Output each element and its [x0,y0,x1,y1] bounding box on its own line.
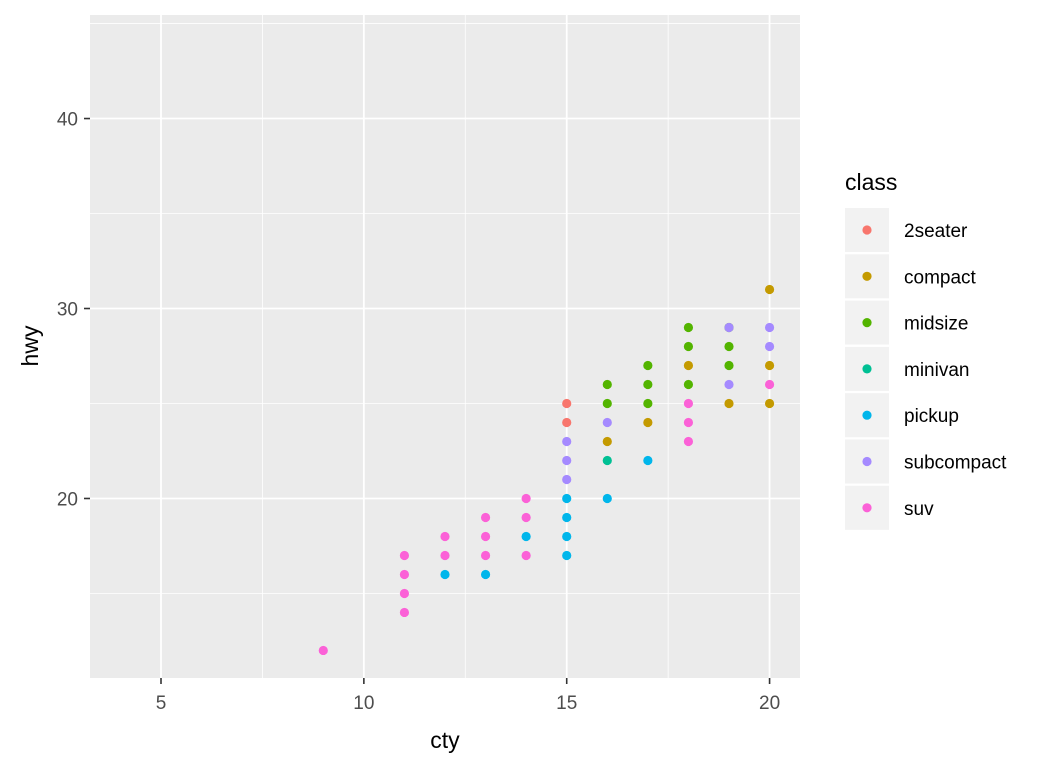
data-point-subcompact [764,322,775,333]
legend-label-subcompact: subcompact [904,453,1007,474]
legend-swatch-2seater [862,225,872,235]
data-point-suv [521,512,531,523]
data-point-subcompact [724,322,734,333]
data-point-pickup [562,512,572,523]
legend-label-suv: suv [904,499,934,520]
data-point-minivan [602,455,612,466]
data-point-suv [318,645,328,656]
y-tick-label: 20 [57,489,78,510]
data-point-pickup [562,550,572,561]
data-point-subcompact [602,417,612,428]
data-point-midsize [643,379,653,390]
data-point-suv [399,588,410,599]
data-point-compact [764,398,775,409]
legend-swatch-suv [862,503,872,513]
x-axis-ticks: 5 10 15 20 [156,678,780,714]
data-point-compact [602,436,612,447]
data-point-suv [683,417,694,428]
data-point-midsize [602,379,612,390]
legend-label-2seater: 2seater [904,221,968,242]
data-point-suv [521,550,531,561]
y-axis-ticks: 20 30 40 [57,110,90,510]
legend-swatch-subcompact [862,456,872,467]
legend-title: class [845,169,897,195]
legend-label-compact: compact [904,267,977,288]
legend-swatch-compact [862,271,872,281]
data-point-pickup [480,569,491,580]
data-point-midsize [683,379,694,390]
data-point-compact [643,417,653,428]
data-point-midsize [643,360,653,371]
data-point-midsize [683,322,694,333]
data-point-suv [399,569,410,580]
data-point-suv [683,398,694,409]
data-point-compact [764,284,775,295]
data-point-2seater [562,417,572,428]
data-point-pickup [521,531,531,542]
data-point-pickup [440,569,450,580]
minor-gridlines [90,15,800,678]
data-point-midsize [724,341,734,352]
data-point-midsize [683,341,694,352]
legend-label-midsize: midsize [904,314,968,335]
data-point-pickup [562,493,572,504]
x-tick-label: 15 [556,693,577,714]
legend-label-minivan: minivan [904,360,969,381]
data-point-suv [440,550,450,561]
data-point-subcompact [562,455,572,466]
x-tick-label: 10 [353,693,374,714]
y-tick-label: 30 [57,300,78,321]
data-point-subcompact [764,341,775,352]
x-tick-label: 5 [156,693,167,714]
legend-swatch-midsize [862,318,872,328]
data-point-midsize [643,398,653,409]
data-point-pickup [562,531,572,542]
data-point-suv [683,436,694,447]
data-point-compact [764,360,775,371]
data-point-midsize [602,398,612,409]
legend-label-pickup: pickup [904,406,959,427]
data-point-2seater [562,398,572,409]
legend-swatch-pickup [862,410,872,420]
data-point-suv [764,379,775,390]
y-axis-title: hwy [17,325,43,366]
data-point-midsize [724,360,734,371]
data-point-pickup [643,455,653,466]
data-point-suv [399,607,410,618]
legend-swatch-minivan [862,364,872,374]
data-point-suv [399,550,410,561]
plot-panel [90,15,800,678]
data-point-compact [724,398,734,409]
data-point-subcompact [724,379,734,390]
x-tick-label: 20 [759,693,780,714]
data-point-compact [683,360,694,371]
data-point-suv [521,493,531,504]
data-point-pickup [602,493,612,504]
y-tick-label: 40 [57,110,78,131]
legend: class 2seater compact midsize minivan pickup… [845,169,1007,530]
data-point-suv [440,531,450,542]
data-point-subcompact [562,474,572,485]
data-point-subcompact [562,436,572,447]
data-points [318,284,775,656]
data-point-suv [480,531,491,542]
x-axis-title: cty [430,727,460,753]
data-point-suv [480,512,491,523]
data-point-suv [480,550,491,561]
